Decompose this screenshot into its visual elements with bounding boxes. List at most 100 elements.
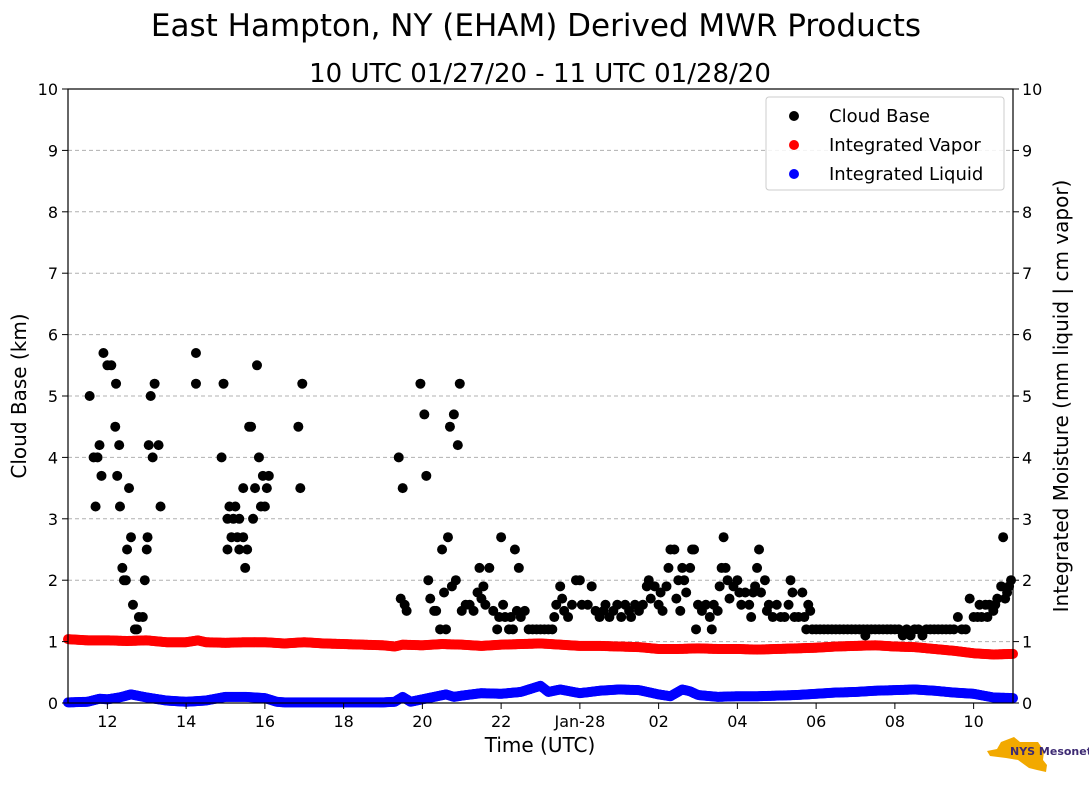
chart-title: East Hampton, NY (EHAM) Derived MWR Prod…	[151, 8, 921, 44]
y-tick-label-left: 4	[48, 448, 58, 467]
x-tick-label: 02	[648, 712, 668, 731]
cloud-base-point-111	[519, 605, 530, 616]
cloud-base-point-158	[675, 605, 686, 616]
cloud-base-point-16	[120, 575, 131, 586]
cloud-base-point-47	[238, 483, 249, 494]
cloud-base-point-161	[681, 587, 692, 598]
x-tick-label: 14	[176, 712, 196, 731]
cloud-base-point-121	[555, 581, 566, 592]
cloud-base-point-53	[248, 513, 259, 524]
cloud-base-point-17	[122, 544, 133, 555]
cloud-base-point-185	[746, 612, 757, 623]
cloud-base-point-4	[94, 440, 105, 451]
cloud-base-point-193	[763, 599, 774, 610]
cloud-base-point-172	[712, 605, 723, 616]
y-tick-label-right: 0	[1022, 694, 1032, 713]
cloud-base-point-25	[139, 575, 150, 586]
cloud-base-point-184	[744, 599, 755, 610]
cloud-base-point-0	[84, 391, 95, 401]
cloud-base-point-37	[218, 378, 229, 389]
cloud-base-point-183	[740, 587, 751, 598]
y-tick-label-left: 7	[48, 264, 58, 283]
cloud-base-point-119	[549, 612, 560, 623]
cloud-base-point-147	[645, 593, 656, 604]
cloud-base-point-8	[106, 360, 117, 371]
cloud-base-point-203	[797, 587, 808, 598]
y-tick-label-right: 10	[1022, 80, 1042, 99]
cloud-base-point-175	[718, 532, 729, 543]
cloud-base-point-49	[240, 562, 251, 573]
cloud-base-point-249	[964, 593, 975, 604]
cloud-base-point-12	[114, 440, 125, 451]
cloud-base-point-141	[626, 612, 637, 623]
y-tick-label-left: 9	[48, 141, 58, 160]
x-tick-label: 20	[412, 712, 432, 731]
cloud-base-point-10	[111, 378, 122, 389]
x-tick-label: 16	[255, 712, 275, 731]
cloud-base-point-153	[663, 562, 674, 573]
cloud-base-point-109	[513, 562, 524, 573]
cloud-base-point-6	[98, 348, 109, 359]
cloud-base-point-84	[448, 409, 459, 420]
cloud-base-point-195	[771, 599, 782, 610]
cloud-base-point-72	[421, 470, 432, 481]
cloud-base-point-95	[478, 581, 489, 592]
cloud-base-point-55	[252, 360, 262, 371]
cloud-base-point-165	[691, 624, 702, 635]
cloud-base-point-24	[137, 612, 148, 623]
cloud-base-point-194	[767, 612, 778, 623]
y-tick-label-left: 6	[48, 326, 58, 345]
cloud-base-point-73	[423, 575, 434, 586]
x-tick-label: 04	[727, 712, 747, 731]
cloud-base-point-199	[785, 575, 796, 586]
cloud-base-point-155	[669, 544, 680, 555]
y-tick-label-right: 9	[1022, 141, 1032, 160]
cloud-base-point-134	[600, 599, 611, 610]
cloud-base-point-28	[143, 440, 154, 451]
cloud-base-point-69	[401, 605, 412, 616]
cloud-base-point-200	[787, 587, 798, 598]
cloud-base-point-246	[952, 612, 963, 623]
cloud-base-point-48	[238, 532, 249, 543]
cloud-base-point-78	[437, 544, 448, 555]
y-tick-label-left: 0	[48, 694, 58, 713]
cloud-base-point-152	[661, 581, 672, 592]
cloud-base-point-56	[253, 452, 264, 463]
logo-text: NYS Mesonet	[1010, 745, 1089, 758]
y-tick-label-left: 10	[38, 80, 58, 99]
cloud-base-point-97	[484, 562, 495, 573]
cloud-base-point-3	[92, 452, 103, 463]
cloud-base-point-11	[112, 470, 123, 481]
x-tick-label: 12	[97, 712, 117, 731]
cloud-base-point-85	[450, 575, 461, 586]
y-tick-label-right: 3	[1022, 510, 1032, 529]
y-tick-label-left: 2	[48, 571, 58, 590]
new-york-state-shape	[987, 737, 1047, 772]
cloud-base-point-138	[616, 612, 627, 623]
legend-label-integrated-vapor: Integrated Vapor	[829, 135, 981, 156]
y-tick-label-right: 5	[1022, 387, 1032, 406]
cloud-base-point-30	[147, 452, 158, 463]
cloud-base-point-9	[110, 421, 121, 432]
y-tick-label-left: 5	[48, 387, 58, 406]
x-tick-label: 10	[963, 712, 983, 731]
cloud-base-point-130	[586, 581, 597, 592]
cloud-base-point-54	[250, 483, 261, 494]
cloud-base-point-207	[805, 605, 816, 616]
cloud-base-point-59	[259, 501, 270, 512]
cloud-base-point-162	[685, 562, 696, 573]
x-tick-label: 18	[333, 712, 353, 731]
cloud-base-point-31	[149, 378, 160, 389]
cloud-base-point-93	[474, 562, 485, 573]
legend-label-integrated-liquid: Integrated Liquid	[829, 164, 983, 185]
x-tick-label: Jan-28	[553, 712, 605, 731]
x-tick-label: 22	[491, 712, 511, 731]
cloud-base-point-43	[230, 501, 241, 512]
y-axis-label-right: Integrated Moisture (mm liquid | cm vapo…	[1049, 180, 1073, 613]
cloud-base-point-87	[454, 378, 465, 389]
legend-label-cloud-base: Cloud Base	[829, 106, 930, 127]
legend-marker-integrated-liquid	[789, 169, 799, 179]
x-tick-label: 08	[885, 712, 905, 731]
cloud-base-point-45	[234, 513, 245, 524]
